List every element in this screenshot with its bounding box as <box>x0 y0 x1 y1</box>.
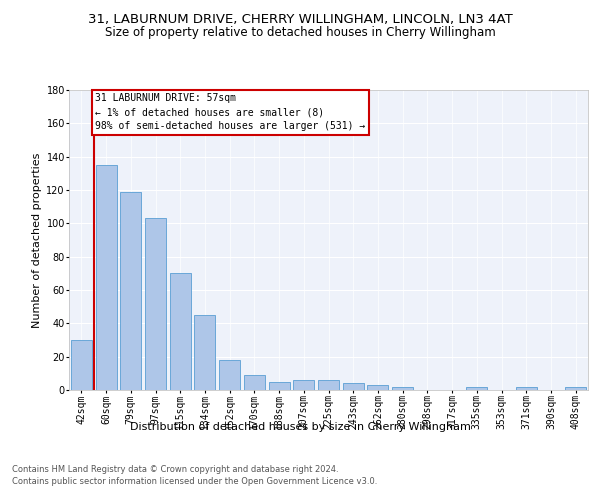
Y-axis label: Number of detached properties: Number of detached properties <box>32 152 42 328</box>
Text: Contains public sector information licensed under the Open Government Licence v3: Contains public sector information licen… <box>12 478 377 486</box>
Bar <box>293 380 314 390</box>
Bar <box>516 386 537 390</box>
Bar <box>145 218 166 390</box>
Bar <box>219 360 240 390</box>
Bar <box>318 380 339 390</box>
Bar <box>392 386 413 390</box>
Bar <box>71 340 92 390</box>
Bar <box>367 385 388 390</box>
Text: Size of property relative to detached houses in Cherry Willingham: Size of property relative to detached ho… <box>104 26 496 39</box>
Bar <box>244 375 265 390</box>
Text: Contains HM Land Registry data © Crown copyright and database right 2024.: Contains HM Land Registry data © Crown c… <box>12 465 338 474</box>
Bar <box>269 382 290 390</box>
Bar <box>95 165 116 390</box>
Bar <box>565 386 586 390</box>
Bar <box>120 192 141 390</box>
Bar <box>466 386 487 390</box>
Text: 31, LABURNUM DRIVE, CHERRY WILLINGHAM, LINCOLN, LN3 4AT: 31, LABURNUM DRIVE, CHERRY WILLINGHAM, L… <box>88 12 512 26</box>
Bar <box>343 384 364 390</box>
Text: 31 LABURNUM DRIVE: 57sqm
← 1% of detached houses are smaller (8)
98% of semi-det: 31 LABURNUM DRIVE: 57sqm ← 1% of detache… <box>95 94 365 132</box>
Bar <box>170 274 191 390</box>
Bar <box>194 315 215 390</box>
Text: Distribution of detached houses by size in Cherry Willingham: Distribution of detached houses by size … <box>130 422 470 432</box>
